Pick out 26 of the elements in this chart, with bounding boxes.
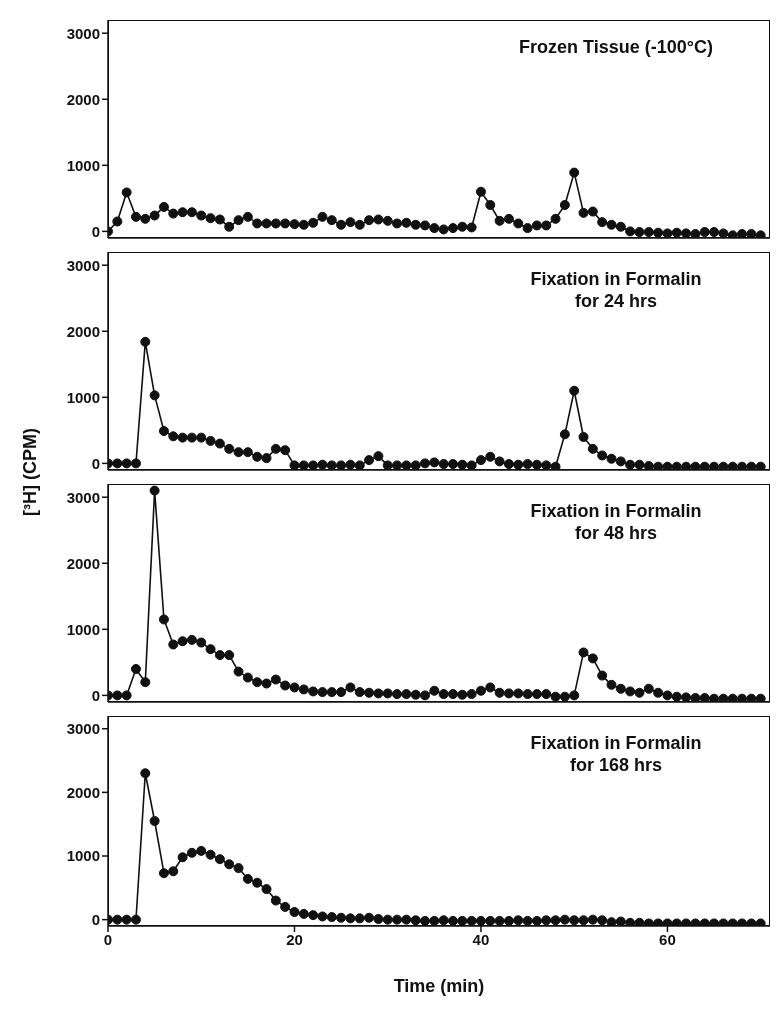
y-tick-label: 0 [91, 686, 100, 704]
y-tick-label: 1000 [66, 156, 100, 174]
text: Frozen Tissue (-100°C) [518, 36, 714, 58]
y-tick-label: 1000 [66, 388, 100, 406]
y-tick-label: 0 [91, 910, 100, 928]
text: Fixation in Formalin for 24 hrs [529, 268, 703, 312]
x-tick-label: 0 [103, 930, 113, 948]
y-tick-label: 0 [91, 454, 100, 472]
y-tick-label: 3000 [66, 488, 100, 506]
x-tick-label: 20 [286, 930, 303, 948]
text: Fixation in Formalin for 48 hrs [529, 500, 703, 544]
y-tick-label: 2000 [66, 783, 100, 801]
y-tick-label: 1000 [66, 620, 100, 638]
y-tick-label: 2000 [66, 90, 100, 108]
text: Fixation in Formalin for 168 hrs [529, 732, 703, 776]
y-axis-title: [³H] (CPM) [19, 428, 41, 516]
y-tick-label: 1000 [66, 847, 100, 865]
x-tick-label: 60 [659, 930, 676, 948]
y-tick-label: 3000 [66, 256, 100, 274]
x-tick-label: 40 [472, 930, 490, 948]
y-tick-label: 2000 [66, 322, 100, 340]
y-tick-label: 3000 [66, 24, 100, 42]
y-tick-label: 3000 [66, 720, 100, 738]
y-tick-label: 2000 [66, 554, 100, 572]
y-tick-label: 0 [91, 222, 100, 240]
x-axis-title: Time (min) [393, 976, 485, 996]
